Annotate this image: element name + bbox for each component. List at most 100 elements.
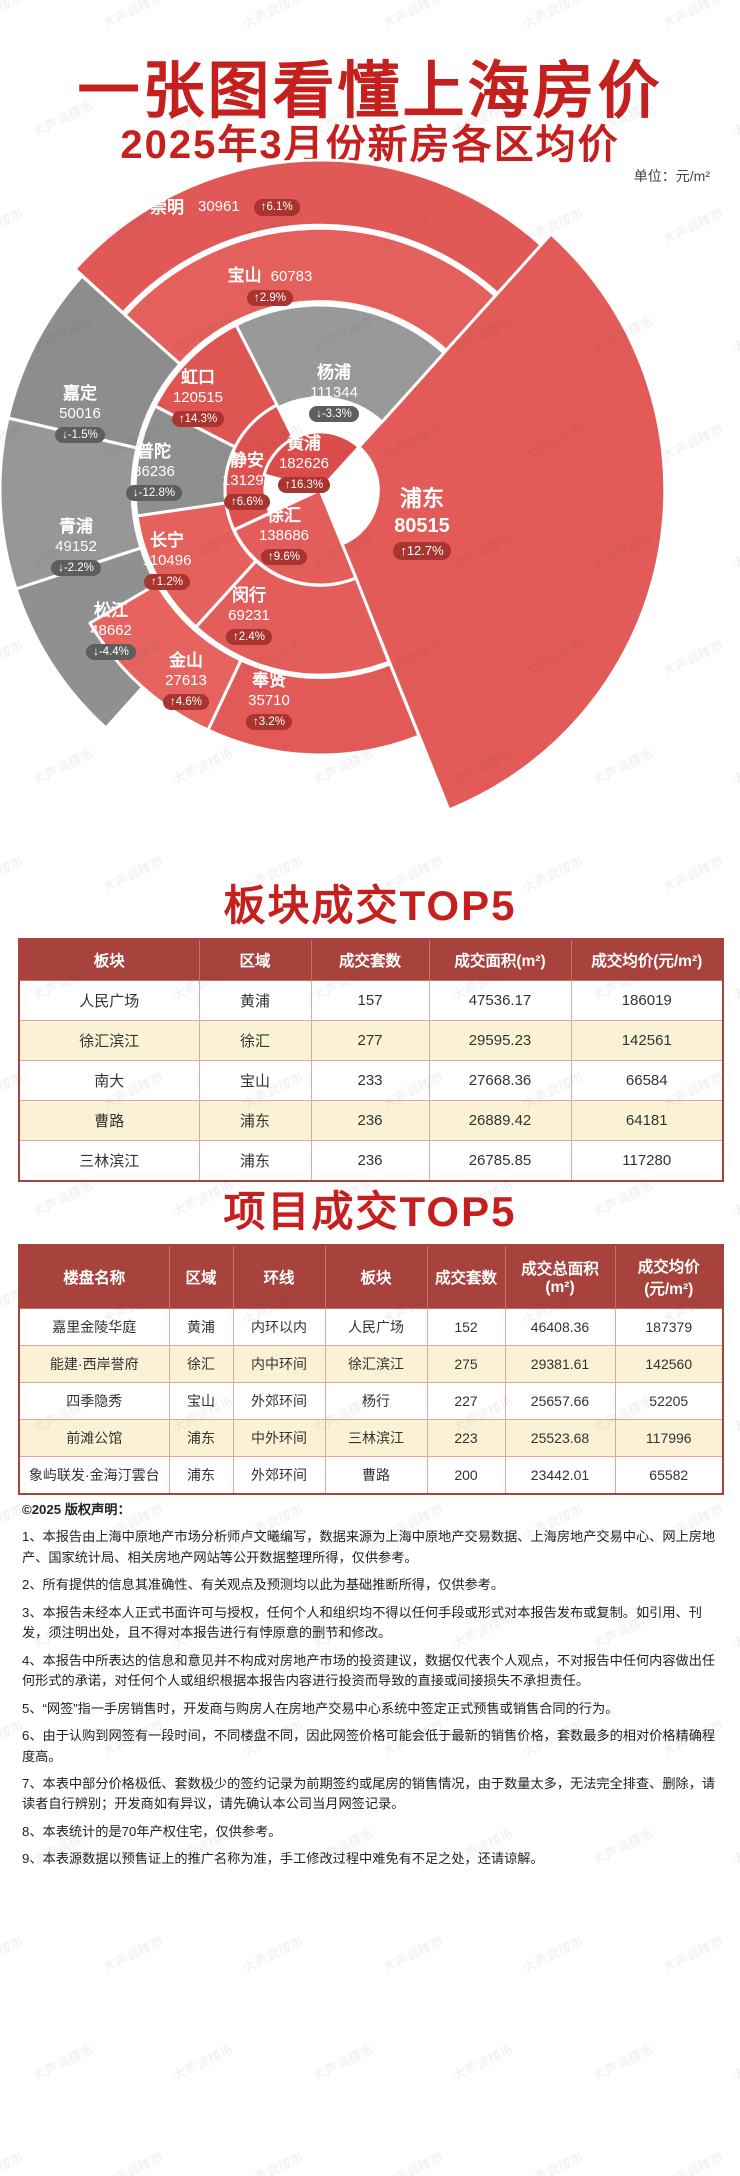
unit-note: 单位：元/m² — [633, 168, 710, 184]
cell: 47536.17 — [428, 980, 572, 1021]
header-cell: 成交套数 — [426, 1244, 506, 1309]
cell: 142560 — [614, 1345, 724, 1383]
district-change-badge: ↓-3.3% — [309, 406, 359, 423]
segment-fengxian — [206, 658, 421, 757]
district-name-price: 宝山 60783 — [228, 265, 313, 287]
district-change-badge: ↓-2.2% — [51, 560, 101, 577]
district-price: 111344 — [310, 384, 358, 402]
district-change-badge: ↑16.3% — [277, 477, 331, 494]
cell: 徐汇 — [198, 1020, 312, 1061]
table-header-row: 板块 区域 成交套数 成交面积(m²) 成交均价(元/m²) — [18, 938, 724, 981]
disclaimer-item: 7、本表中部分价格极低、套数极少的签约记录为前期签约或尾房的销售情况，由于数量太… — [22, 1775, 716, 1812]
cell: 浦东 — [198, 1100, 312, 1141]
district-name: 闵行 — [232, 586, 266, 605]
district-label-baoshan: 宝山 60783 ↑2.9% — [200, 265, 340, 307]
district-label-songjiang: 松江 48662 ↓-4.4% — [70, 600, 152, 661]
plate-top5-table: 板块 区域 成交套数 成交面积(m²) 成交均价(元/m²) 人民广场 黄浦 1… — [18, 938, 724, 1182]
cell: 外郊环间 — [232, 1456, 326, 1495]
watermark-text: 大声说楼市 — [380, 1933, 446, 1976]
district-name: 嘉定 — [63, 384, 97, 403]
cell: 275 — [426, 1345, 506, 1383]
cell: 宝山 — [198, 1060, 312, 1101]
district-price: 138686 — [258, 527, 310, 545]
header-cell: 成交均价(元/m²) — [570, 938, 724, 981]
cell: 236 — [310, 1100, 430, 1141]
district-price: 49152 — [55, 538, 97, 556]
district-change-badge: ↑14.3% — [171, 411, 225, 428]
watermark-text: 大声说楼市 — [660, 1933, 726, 1976]
district-label-jinshan: 金山 27613 ↑4.6% — [146, 650, 226, 711]
district-label-huangpu: 黄浦 182626 ↑16.3% — [262, 433, 346, 494]
cell: 徐汇 — [168, 1345, 234, 1383]
district-price: 50016 — [59, 405, 101, 423]
cell: 26785.85 — [428, 1140, 572, 1182]
cell: 徐汇滨江 — [18, 1020, 200, 1061]
district-change-badge: ↓-12.8% — [125, 485, 183, 502]
cell: 外郊环间 — [232, 1382, 326, 1420]
cell: 29595.23 — [428, 1020, 572, 1061]
disclaimer-item: 8、本表统计的是70年产权住宅，仅供参考。 — [22, 1823, 282, 1839]
district-change-badge: ↑2.9% — [247, 289, 293, 307]
cell: 四季隐秀 — [18, 1382, 170, 1420]
district-name: 虹口 — [181, 368, 215, 387]
cell: 浦东 — [198, 1140, 312, 1182]
district-price: 60783 — [270, 268, 313, 285]
watermark-text: 大声说楼市 — [0, 0, 26, 32]
cell: 内环以内 — [232, 1308, 326, 1346]
segment-baoshan — [123, 226, 507, 366]
cell: 象屿联发·金海汀雲台 — [18, 1456, 170, 1495]
district-change-badge: ↑3.2% — [246, 714, 292, 731]
cell: 内中环间 — [232, 1345, 326, 1383]
watermark-text: 大声说楼市 — [100, 1933, 166, 1976]
cell: 人民广场 — [324, 1308, 428, 1346]
copyright-disclaimer: ©2025 版权声明： 1、本报告由上海中原地产市场分析师卢文曦编写，数据来源为… — [22, 1500, 718, 1877]
district-change-badge: ↑4.6% — [163, 694, 209, 711]
district-name: 杨浦 — [317, 363, 351, 382]
cell: 曹路 — [18, 1100, 200, 1141]
district-price: 80515 — [394, 514, 450, 537]
table-row: 前滩公馆 浦东 中外环间 三林滨江 223 25523.68 117996 — [18, 1419, 724, 1457]
cell: 三林滨江 — [18, 1140, 200, 1182]
cell: 嘉里金陵华庭 — [18, 1308, 170, 1346]
district-price: 86236 — [133, 463, 175, 481]
district-name: 静安 — [230, 451, 264, 470]
district-label-chongming: 崇明 30961 ↑6.1% — [150, 197, 380, 218]
watermark-text: 大声说楼市 — [240, 1933, 306, 1976]
district-label-fengxian: 奉贤 35710 ↑3.2% — [228, 670, 310, 731]
cell: 200 — [426, 1456, 506, 1495]
watermark-text: 大声说楼市 — [380, 0, 446, 32]
district-label-minhang: 闵行 69231 ↑2.4% — [208, 585, 290, 646]
watermark-text: 大声说楼市 — [380, 2149, 446, 2176]
district-name: 普陀 — [137, 442, 171, 461]
page-title: 一张图看懂上海房价 — [77, 57, 663, 126]
district-change-badge: ↑6.1% — [253, 199, 300, 216]
watermark-text: 大声说楼市 — [170, 2041, 236, 2084]
table-header-row: 楼盘名称 区域 环线 板块 成交套数 成交总面积(m²) 成交均价(元/m²) — [18, 1244, 724, 1309]
watermark-text: 大声说楼市 — [730, 2041, 740, 2084]
header-cell: 区域 — [168, 1244, 234, 1309]
watermark-text: 大声说楼市 — [660, 2149, 726, 2176]
district-price: 120515 — [172, 389, 224, 407]
header-cell: 区域 — [198, 938, 312, 981]
district-price: 110496 — [142, 552, 192, 570]
watermark-text: 大声说楼市 — [520, 2149, 586, 2176]
project-top5-heading: 项目成交TOP5 — [223, 1188, 517, 1235]
disclaimer-item: 6、由于认购到网签有一段时间，不同楼盘不同，因此网签价格可能会低于最新的销售价格… — [22, 1728, 716, 1764]
watermark-text: 大声说楼市 — [100, 2149, 166, 2176]
watermark-text: 大声说楼市 — [730, 1609, 740, 1652]
table-row: 象屿联发·金海汀雲台 浦东 外郊环间 曹路 200 23442.01 65582 — [18, 1456, 724, 1495]
header-cell: 成交套数 — [310, 938, 430, 981]
table-row: 南大 宝山 233 27668.36 66584 — [18, 1060, 724, 1101]
watermark-text: 大声说楼市 — [0, 2149, 26, 2176]
cell: 157 — [310, 980, 430, 1021]
cell: 杨行 — [324, 1382, 428, 1420]
district-change-badge: ↓-4.4% — [86, 644, 136, 661]
district-label-yangpu: 杨浦 111344 ↓-3.3% — [293, 362, 375, 423]
disclaimer-item: 9、本表源数据以预售证上的推广名称为准，手工修改过程中难免有不足之处，还请谅解。 — [22, 1851, 544, 1867]
plate-top5-heading: 板块成交TOP5 — [223, 882, 517, 929]
cell: 曹路 — [324, 1456, 428, 1495]
district-price: 48662 — [90, 622, 132, 640]
district-change-badge: ↑1.2% — [144, 574, 190, 591]
watermark-text: 大声说楼市 — [30, 2041, 96, 2084]
cell: 29381.61 — [504, 1345, 616, 1383]
